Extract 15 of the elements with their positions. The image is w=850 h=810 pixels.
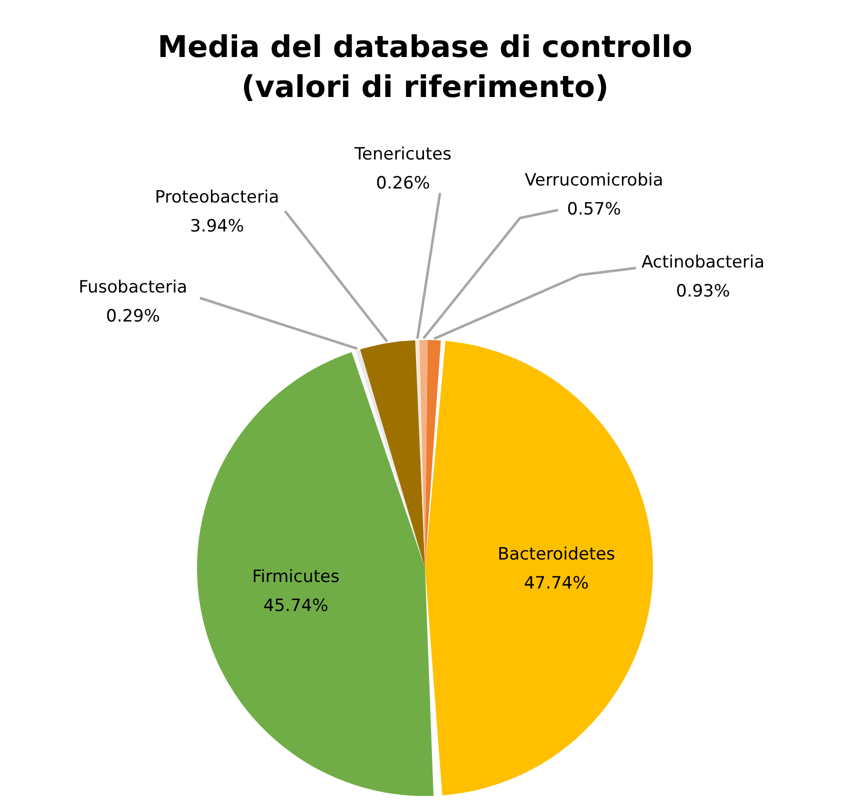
data-label: 0.29% <box>106 306 160 326</box>
slice-label: Verrucomicrobia <box>524 170 664 190</box>
slice-label: Fusobacteria <box>78 277 188 298</box>
slice-label: Actinobacteria <box>641 252 765 272</box>
slice-label: Proteobacteria <box>154 187 280 208</box>
slice-label: Tenericutes <box>353 144 452 164</box>
data-label: 0.26% <box>376 173 430 194</box>
data-label: 47.74% <box>524 573 589 594</box>
slice-label: Bacteroidetes <box>498 544 616 564</box>
data-label: 0.93% <box>676 281 730 302</box>
data-label: 0.57% <box>566 199 622 220</box>
data-label: 3.94% <box>190 216 244 236</box>
chart-title: Media del database di controllo (valori di riferimento) <box>156 29 694 107</box>
slice-label: Firmicutes <box>252 567 340 588</box>
data-label: 45.74% <box>263 596 328 616</box>
